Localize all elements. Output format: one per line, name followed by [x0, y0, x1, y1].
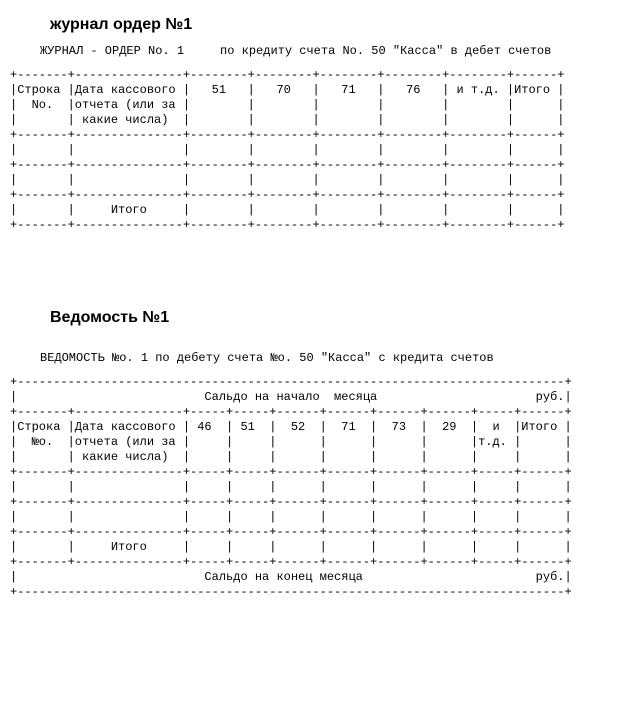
journal-table: +-------+---------------+--------+------…: [10, 68, 617, 233]
journal-heading: журнал ордер №1: [50, 16, 617, 34]
journal-sub-prefix: ЖУРНАЛ - ОРДЕР No. 1: [40, 44, 184, 58]
vedomost-heading: Ведомость №1: [50, 309, 617, 327]
journal-sub-suffix: по кредиту счета No. 50 "Касса" в дебет …: [220, 44, 551, 58]
vedomost-subtitle: ВЕДОМОСТЬ №о. 1 по дебету счета №о. 50 "…: [40, 351, 617, 365]
journal-subtitle: ЖУРНАЛ - ОРДЕР No. 1 по кредиту счета No…: [40, 44, 617, 58]
vedomost-table: +---------------------------------------…: [10, 375, 617, 600]
